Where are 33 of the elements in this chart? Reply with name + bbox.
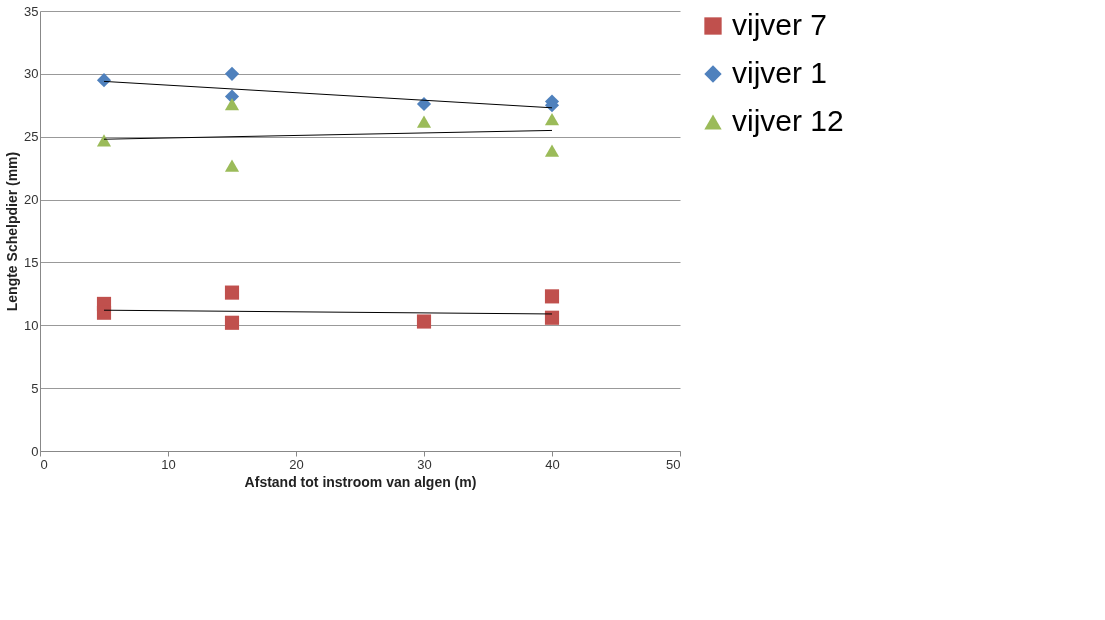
point bbox=[96, 134, 112, 147]
x-tick-label: 20 bbox=[289, 456, 304, 472]
y-tick-label: 30 bbox=[24, 66, 39, 82]
y-tick-label: 5 bbox=[31, 380, 39, 396]
point bbox=[224, 315, 240, 330]
y-tick-label: 10 bbox=[24, 317, 39, 333]
y-tick-label: 35 bbox=[24, 3, 39, 19]
point bbox=[544, 289, 560, 304]
point bbox=[224, 97, 240, 111]
point bbox=[224, 285, 240, 300]
point bbox=[544, 310, 560, 325]
x-tick-label: 50 bbox=[666, 456, 681, 472]
x-tick-label: 30 bbox=[417, 456, 432, 472]
y-tick-label: 20 bbox=[24, 192, 39, 208]
point bbox=[224, 66, 240, 81]
y-tick-label: 0 bbox=[31, 443, 39, 459]
legend-label: vijver 1 bbox=[732, 56, 828, 89]
x-tick-label: 10 bbox=[161, 456, 176, 472]
legend-label: vijver 12 bbox=[732, 104, 844, 137]
point bbox=[416, 96, 432, 112]
point bbox=[416, 314, 432, 329]
point bbox=[544, 144, 560, 157]
x-axis-title: Afstand tot instroom van algen (m) bbox=[244, 473, 477, 490]
x-tick-label: 40 bbox=[545, 456, 560, 472]
legend-label: vijver 7 bbox=[732, 8, 828, 41]
y-axis-title: Lengte Schelpdier (mm) bbox=[4, 151, 21, 312]
point bbox=[96, 305, 112, 320]
y-tick-label: 15 bbox=[24, 254, 39, 270]
point bbox=[416, 115, 432, 128]
point bbox=[96, 73, 112, 88]
point bbox=[224, 159, 240, 172]
point bbox=[544, 112, 560, 126]
y-tick-label: 25 bbox=[24, 129, 39, 145]
